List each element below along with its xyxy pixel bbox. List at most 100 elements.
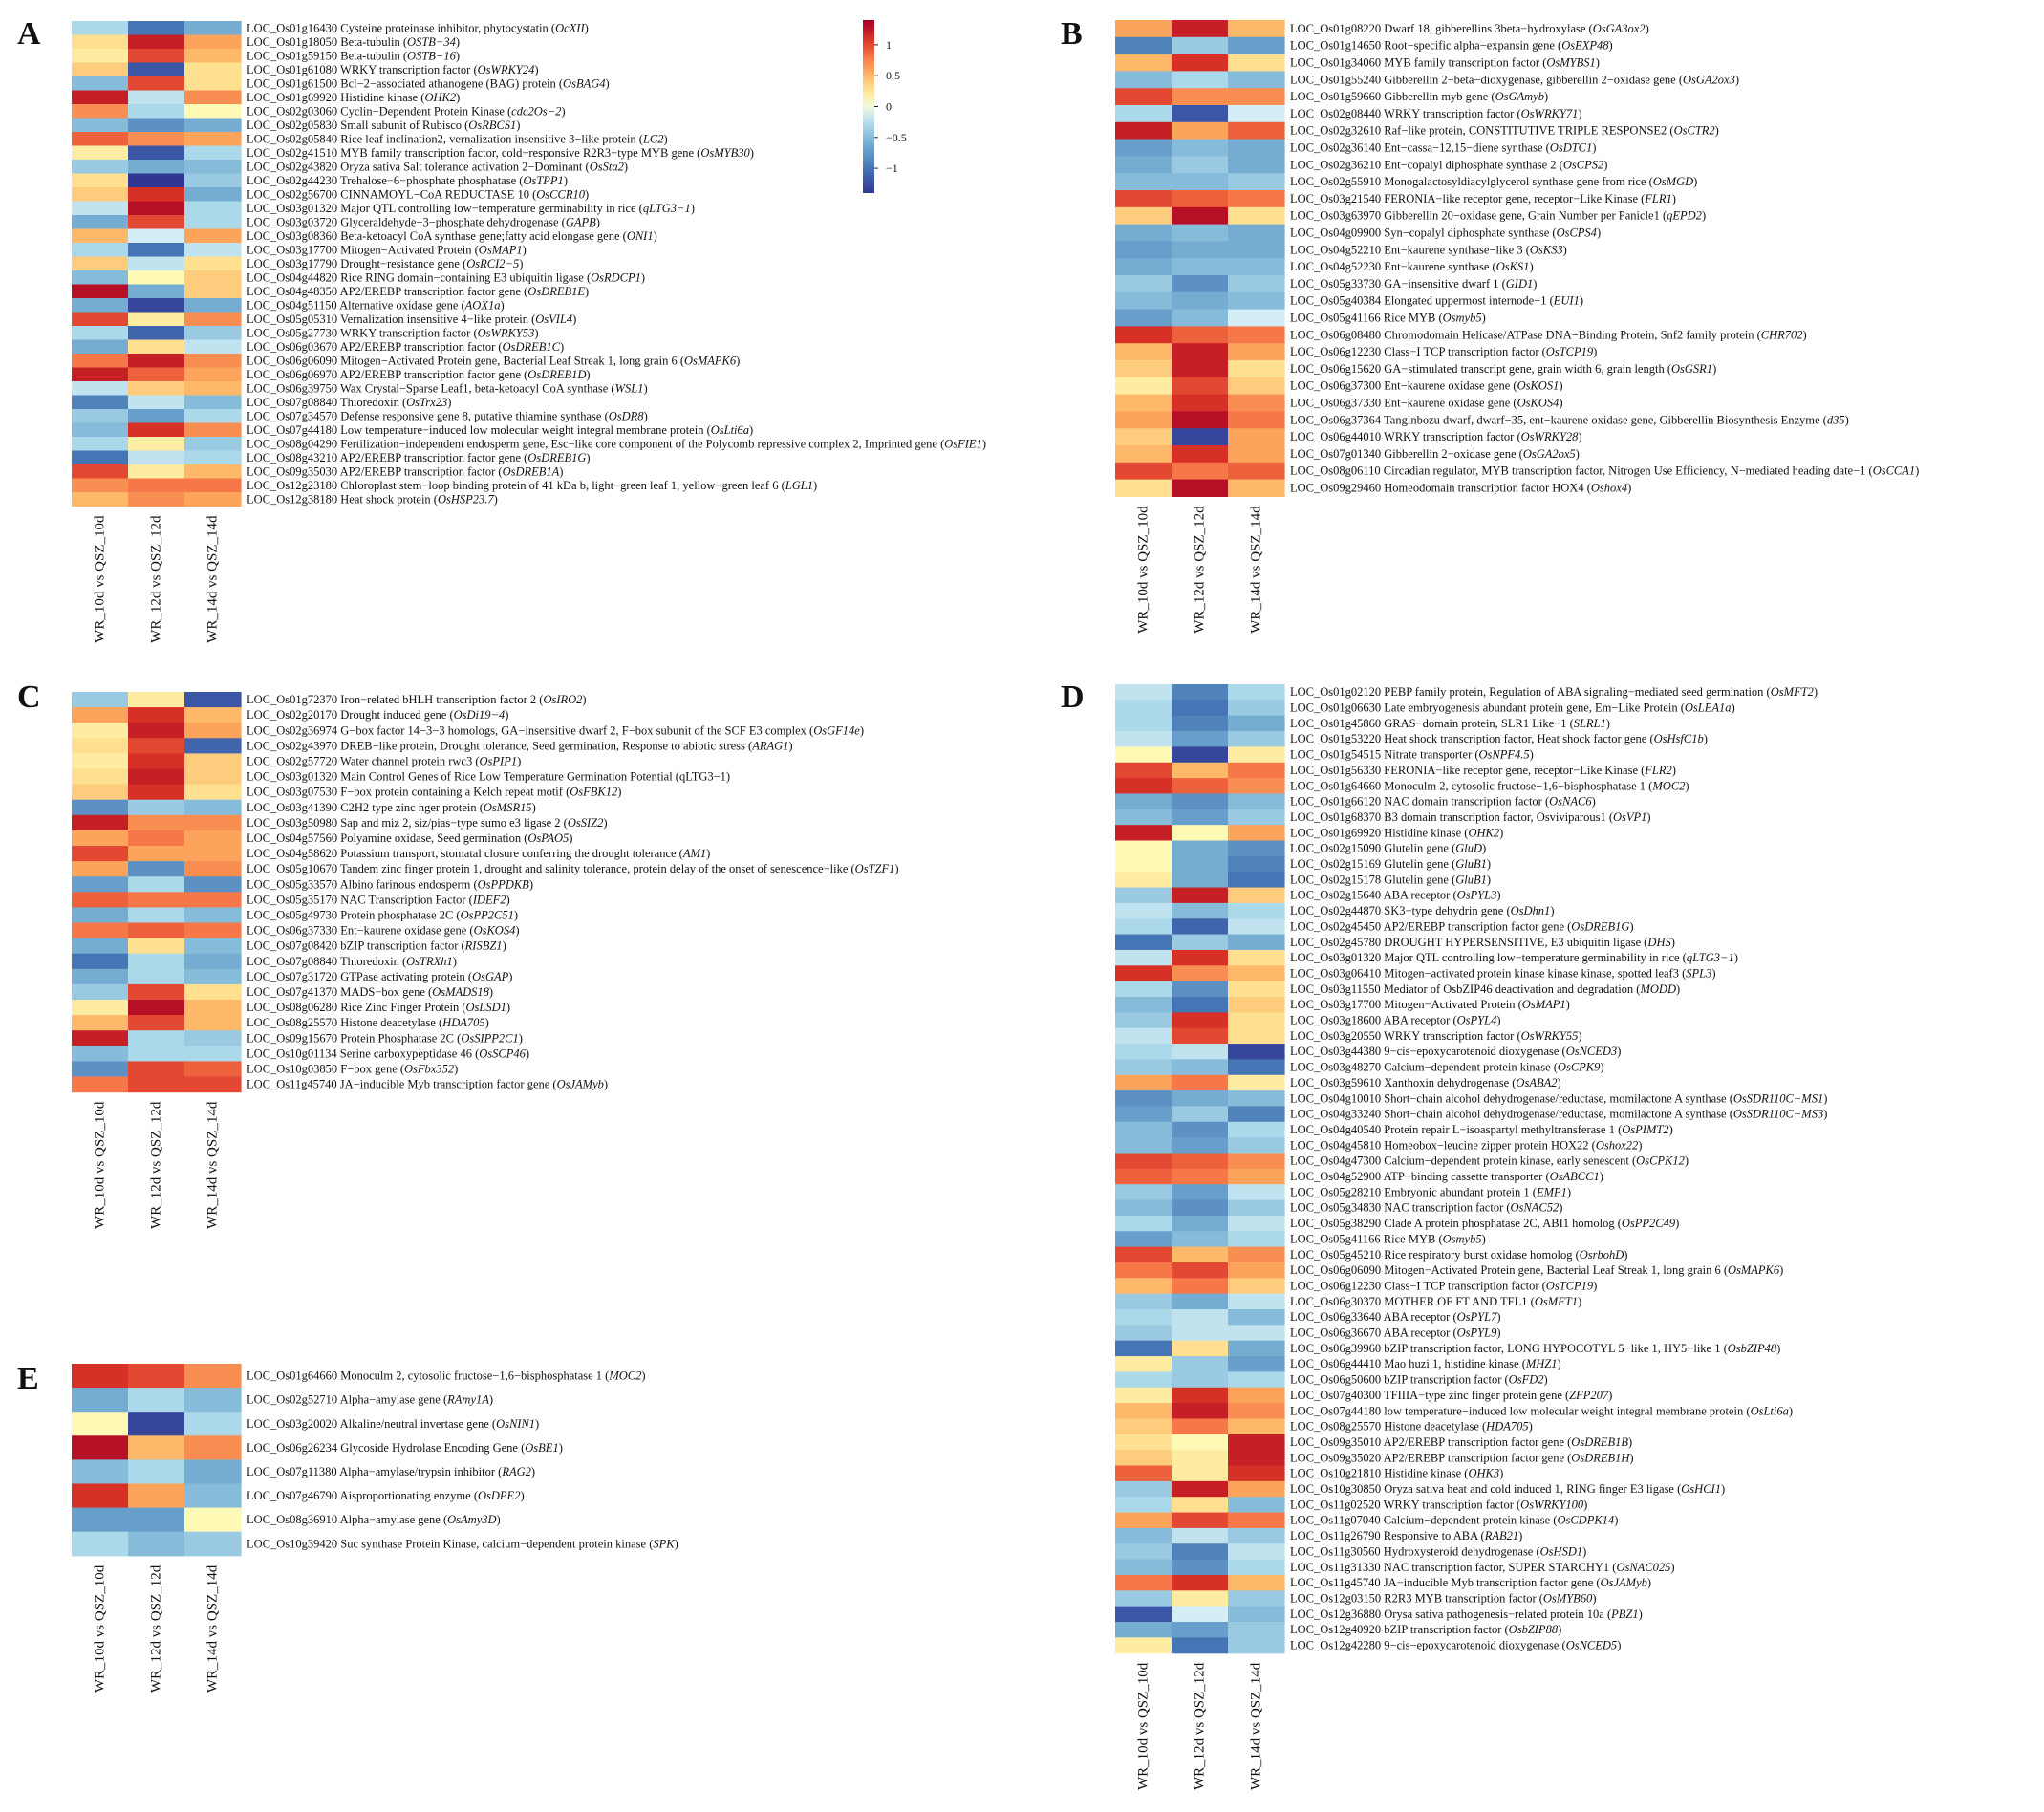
heatmap-cell (128, 354, 185, 369)
heatmap-cell (184, 145, 242, 161)
gene-label: LOC_Os06g06090 Mitogen−Activated Protein… (247, 354, 740, 367)
colorbar-tick-label: −0.5 (886, 131, 907, 144)
heatmap-cell (1172, 949, 1229, 966)
heatmap-cell (1228, 377, 1285, 396)
gene-label: LOC_Os11g26790 Responsive to ABA (RAB21) (1290, 1529, 1522, 1542)
gene-label: LOC_Os03g48270 Calcium−dependent protein… (1290, 1061, 1604, 1074)
gene-label: LOC_Os02g57720 Water channel protein rwc… (247, 754, 521, 767)
heatmap-cell (1172, 1106, 1229, 1123)
heatmap-cell (184, 215, 242, 230)
panel-A: A LOC_Os01g16430 Cysteine proteinase inhi… (17, 16, 986, 643)
column-label: WR_14d vs QSZ_14d (1249, 506, 1264, 634)
gene-label: LOC_Os01g59150 Beta-tubulin (OSTB−16) (247, 49, 460, 62)
gene-label: LOC_Os07g31720 GTPase activating protein… (247, 970, 512, 983)
heatmap-cell (1228, 1512, 1285, 1529)
heatmap-cell (128, 478, 185, 493)
heatmap-cell (1228, 343, 1285, 361)
heatmap-cell (72, 738, 129, 754)
colorbar-tick-label: −1 (886, 162, 898, 175)
heatmap-cell (1172, 190, 1229, 208)
gene-label: LOC_Os04g09900 Syn−copalyl diphosphate s… (1290, 226, 1601, 240)
heatmap-cell (184, 104, 242, 119)
heatmap-cell (128, 768, 185, 786)
gene-label: LOC_Os10g03850 F−box gene (OsFbx352) (247, 1062, 458, 1075)
gene-label: LOC_Os09g35030 AP2/EREBP transcription f… (247, 464, 563, 478)
heatmap-cell (184, 707, 242, 723)
heatmap-cell (1172, 1121, 1229, 1138)
gene-label: LOC_Os04g45810 Homeobox−leucine zipper p… (1290, 1138, 1642, 1152)
heatmap-cell (1228, 1606, 1285, 1623)
heatmap-cell (1228, 1465, 1285, 1482)
colorbar: 1 0.5 0 −0.5 −1 (863, 20, 907, 193)
heatmap-cell (1228, 1434, 1285, 1451)
heatmap-cell (1228, 1106, 1285, 1123)
gene-label: LOC_Os02g05840 Rice leaf inclination2, v… (247, 132, 668, 145)
heatmap-cell (1228, 1199, 1285, 1217)
heatmap-cell (184, 21, 242, 36)
heatmap-cell (1115, 1199, 1173, 1217)
gene-label: LOC_Os02g03060 Cyclin−Dependent Protein … (247, 104, 566, 118)
gene-label: LOC_Os06g12230 Class−I TCP transcription… (1290, 1279, 1597, 1292)
heatmap-cell (1228, 1637, 1285, 1654)
heatmap-cell (128, 1000, 185, 1016)
heatmap-cell (1115, 1590, 1173, 1607)
column-label: WR_12d vs QSZ_12d (149, 1564, 164, 1693)
heatmap-cell (1172, 1403, 1229, 1420)
heatmap-cell (1228, 1278, 1285, 1295)
heatmap-cell (72, 1061, 129, 1078)
heatmap-cell (1172, 1168, 1229, 1185)
gene-label: LOC_Os05g38290 Clade A protein phosphata… (1290, 1217, 1679, 1230)
gene-label: LOC_Os01g34060 MYB family transcription … (1290, 56, 1600, 70)
gene-label: LOC_Os05g41166 Rice MYB (Osmyb5) (1290, 312, 1486, 325)
gene-label: LOC_Os07g08840 Thioredoxin (OsTrx23) (247, 396, 451, 409)
heatmap-cell (1228, 105, 1285, 123)
heatmap-cell (72, 814, 129, 831)
gene-label: LOC_Os01g64660 Monoculm 2, cytosolic fru… (1290, 779, 1689, 792)
heatmap-cell (1172, 343, 1229, 361)
heatmap-cell (1228, 1371, 1285, 1389)
heatmap-cell (72, 437, 129, 452)
heatmap-cell (184, 367, 242, 382)
heatmap-cell (1228, 1590, 1285, 1607)
heatmap-cell (1115, 1184, 1173, 1201)
heatmap-cell (184, 1459, 242, 1485)
heatmap-cell (72, 1030, 129, 1046)
heatmap-cell (72, 983, 129, 1001)
heatmap-cell (1228, 684, 1285, 701)
heatmap-cell (128, 201, 185, 216)
heatmap-cell (128, 367, 185, 382)
gene-label: LOC_Os03g07530 F−box protein containing … (247, 786, 621, 799)
panel-letter-C: C (17, 680, 41, 715)
gene-label: LOC_Os05g45210 Rice respiratory burst ox… (1290, 1248, 1627, 1262)
gene-label: LOC_Os06g30370 MOTHER OF FT AND TFL1 (Os… (1290, 1295, 1581, 1308)
heatmap-cell (1172, 1387, 1229, 1404)
heatmap-cell (1172, 902, 1229, 919)
heatmap-cell (1115, 1434, 1173, 1451)
heatmap-cell (184, 1507, 242, 1533)
heatmap-cell (72, 1388, 129, 1413)
heatmap-cell (72, 326, 129, 341)
gene-label: LOC_Os06g06090 Mitogen−Activated Protein… (1290, 1263, 1783, 1277)
gene-label: LOC_Os06g26234 Glycoside Hydrolase Encod… (247, 1441, 563, 1455)
gene-label: LOC_Os04g40540 Protein repair L−isoaspar… (1290, 1123, 1673, 1136)
heatmap-cell (1115, 241, 1173, 259)
heatmap-cell (1115, 715, 1173, 732)
panel-D: D LOC_Os01g02120 PEBP family protein, Reg… (1061, 680, 1827, 1790)
gene-label: LOC_Os09g15670 Protein Phosphatase 2C (O… (247, 1031, 523, 1045)
heatmap-cell (1115, 1418, 1173, 1435)
gene-label: LOC_Os02g43970 DREB−like protein, Drough… (247, 739, 793, 752)
heatmap-cell (1172, 360, 1229, 378)
gene-label: LOC_Os02g55910 Monogalactosyldiacylglyce… (1290, 175, 1697, 188)
gene-label: LOC_Os08g25570 Histone deacetylase (HDA7… (1290, 1420, 1533, 1434)
heatmap-cell (1228, 1543, 1285, 1561)
heatmap-cell (72, 422, 129, 438)
heatmap-cell (1172, 224, 1229, 242)
gene-label: LOC_Os03g63970 Gibberellin 20−oxidase ge… (1290, 209, 1706, 223)
column-label: WR_12d vs QSZ_12d (149, 515, 164, 643)
heatmap-cell (128, 381, 185, 397)
heatmap-cell (1115, 105, 1173, 123)
heatmap-cell (184, 922, 242, 939)
heatmap-cell (72, 1000, 129, 1016)
gene-label: LOC_Os06g44410 Mao huzi 1, histidine kin… (1290, 1357, 1561, 1370)
